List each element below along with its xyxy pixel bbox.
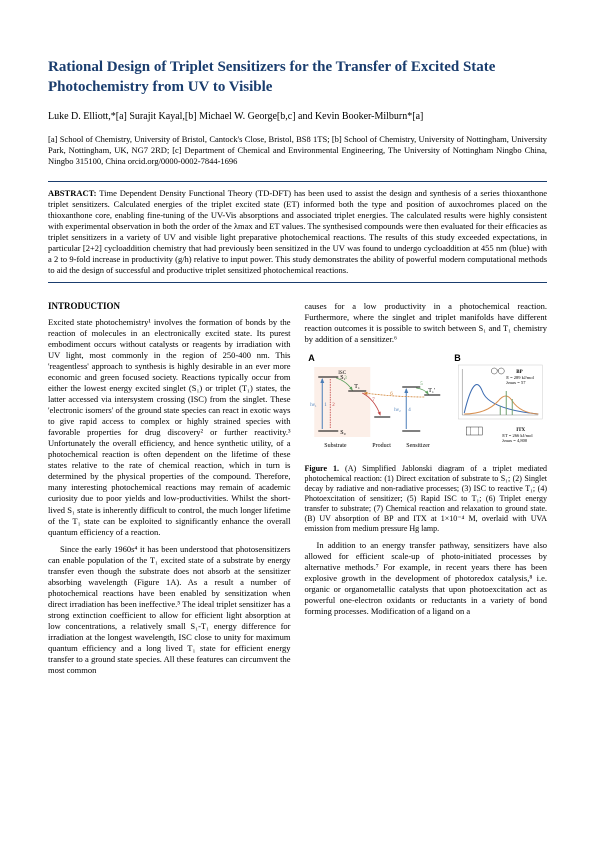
- paper-title: Rational Design of Triplet Sensitizers f…: [48, 58, 547, 97]
- intro-paragraph-2: Since the early 1960s⁴ it has been under…: [48, 544, 291, 677]
- svg-text:A: A: [308, 353, 315, 363]
- column-left: INTRODUCTION Excited state photochemistr…: [48, 301, 291, 682]
- figure-1-svg: A S₀ S₁ T₁ hν₁ 1 2 3 ISC: [305, 351, 548, 461]
- svg-text:hν₁: hν₁: [310, 403, 317, 408]
- figure-1: A S₀ S₁ T₁ hν₁ 1 2 3 ISC: [305, 351, 548, 534]
- abstract-text: Time Dependent Density Functional Theory…: [48, 188, 547, 275]
- abstract-label: ABSTRACT:: [48, 188, 97, 198]
- svg-text:λmax = 57: λmax = 57: [506, 380, 526, 385]
- svg-text:B: B: [454, 353, 461, 363]
- two-column-body: INTRODUCTION Excited state photochemistr…: [48, 301, 547, 682]
- intro-paragraph-1: Excited state photochemistry¹ involves t…: [48, 317, 291, 538]
- svg-text:Sensitizer: Sensitizer: [406, 443, 430, 449]
- col2-paragraph-2: In addition to an energy transfer pathwa…: [305, 540, 548, 617]
- authors-line: Luke D. Elliott,*[a] Surajit Kayal,[b] M…: [48, 111, 547, 124]
- svg-text:6: 6: [390, 392, 393, 397]
- svg-text:T₁: T₁: [354, 384, 360, 390]
- svg-text:S₀: S₀: [340, 430, 345, 436]
- affiliations: [a] School of Chemistry, University of B…: [48, 134, 547, 167]
- intro-heading: INTRODUCTION: [48, 301, 291, 313]
- svg-text:T₁': T₁': [428, 388, 435, 394]
- svg-text:Substrate: Substrate: [324, 443, 347, 449]
- figure-1-caption: Figure 1. (A) Simplified Jablonski diagr…: [305, 464, 548, 534]
- svg-text:5: 5: [420, 382, 423, 387]
- column-right: causes for a low productivity in a photo…: [305, 301, 548, 682]
- svg-text:λmax = 4,800: λmax = 4,800: [502, 438, 528, 444]
- figure-caption-text: (A) Simplified Jablonski diagram of a tr…: [305, 464, 548, 533]
- svg-text:4: 4: [408, 408, 411, 413]
- svg-text:ISC: ISC: [338, 371, 346, 376]
- svg-text:Product: Product: [372, 443, 391, 449]
- col2-paragraph-1: causes for a low productivity in a photo…: [305, 301, 548, 345]
- svg-text:7: 7: [372, 398, 375, 403]
- abstract-box: ABSTRACT: Time Dependent Density Functio…: [48, 181, 547, 283]
- svg-text:hν₂: hν₂: [394, 408, 401, 413]
